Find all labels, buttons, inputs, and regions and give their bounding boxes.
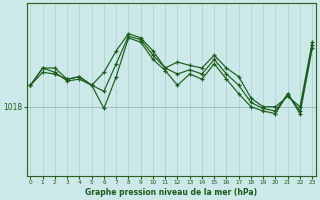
X-axis label: Graphe pression niveau de la mer (hPa): Graphe pression niveau de la mer (hPa) (85, 188, 257, 197)
